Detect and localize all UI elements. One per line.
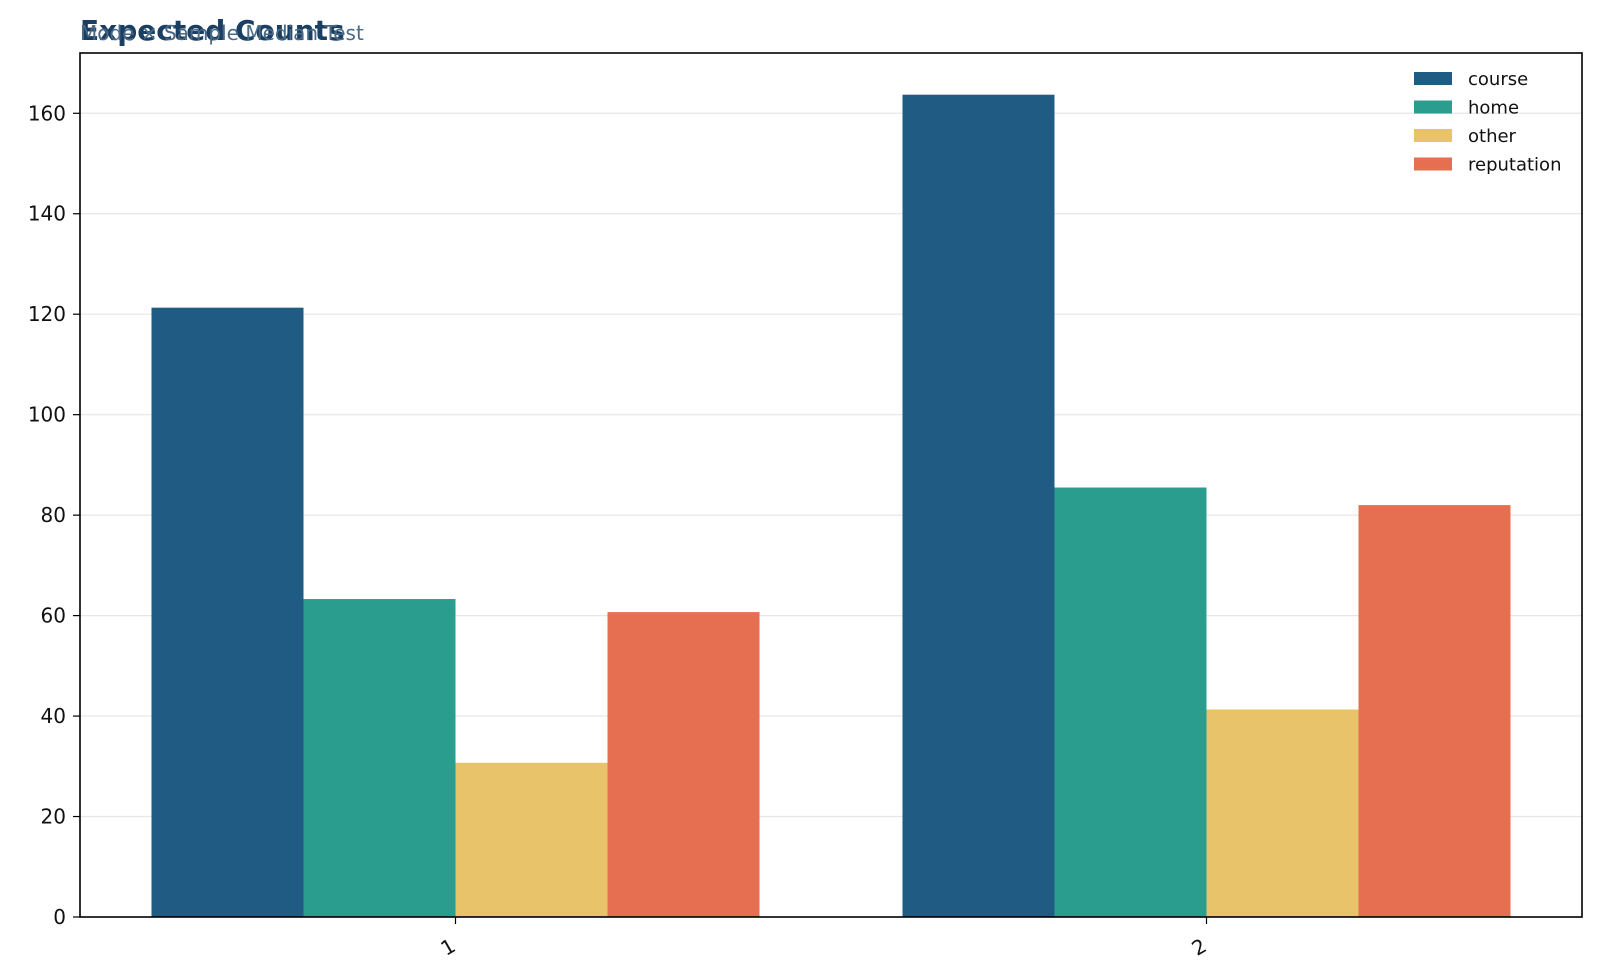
y-tick-label: 20	[41, 805, 66, 829]
x-tick-label: 2	[1187, 933, 1210, 960]
bar-course-1	[151, 307, 304, 917]
y-tick-label: 40	[41, 704, 66, 728]
bar-home-1	[303, 599, 456, 917]
legend-swatch-other	[1414, 129, 1452, 142]
y-tick-label: 80	[41, 503, 66, 527]
bars	[151, 94, 1511, 918]
legend-swatch-course	[1414, 72, 1452, 85]
y-tick-label: 60	[41, 604, 66, 628]
chart-subtitle: Mode × Sample Median Test	[80, 21, 364, 45]
legend-swatch-reputation	[1414, 157, 1452, 171]
bar-home-2	[1054, 487, 1207, 917]
legend-label-course: course	[1468, 69, 1528, 90]
bar-other-2	[1206, 709, 1359, 917]
legend: course home other reputation	[1414, 69, 1561, 176]
bar-reputation-1	[607, 612, 760, 917]
x-tick-label: 1	[436, 933, 459, 960]
plot-frame	[79, 52, 1583, 918]
y-tick-label: 0	[53, 905, 66, 929]
bar-course-2	[902, 94, 1055, 918]
y-tick-label: 100	[28, 403, 66, 427]
y-axis: 0 20 40 60 80 100 120 140 160	[28, 101, 80, 929]
y-tick-label: 120	[28, 302, 66, 326]
legend-swatch-home	[1414, 100, 1452, 114]
bar-other-1	[455, 762, 608, 917]
legend-label-home: home	[1468, 98, 1519, 119]
legend-label-other: other	[1468, 126, 1517, 147]
chart-title: Expected Counts	[80, 14, 345, 47]
legend-label-reputation: reputation	[1468, 155, 1561, 176]
bar-reputation-2	[1358, 505, 1511, 917]
y-tick-label: 140	[28, 202, 66, 226]
y-tick-label: 160	[28, 101, 66, 125]
